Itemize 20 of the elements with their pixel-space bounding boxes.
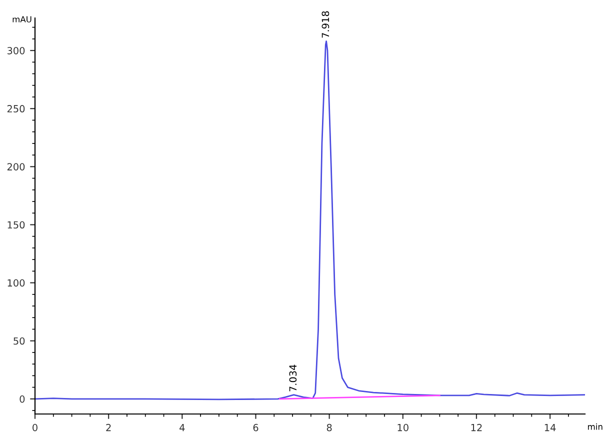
line-series bbox=[35, 40, 585, 400]
x-tick-label: 14 bbox=[544, 424, 556, 432]
y-tick-label: 50 bbox=[14, 337, 25, 345]
x-tick-label: 2 bbox=[106, 424, 111, 432]
y-tick-label: 0 bbox=[20, 395, 25, 403]
x-tick-label: 10 bbox=[398, 424, 408, 432]
annotation: 7.034 bbox=[289, 364, 297, 392]
y-tick-label: 200 bbox=[7, 163, 25, 170]
y-tick-label: 100 bbox=[8, 279, 25, 287]
annotation: 7.918 bbox=[322, 11, 330, 38]
y-axis-title: mAU bbox=[12, 16, 32, 22]
x-tick-label: 12 bbox=[471, 424, 482, 432]
y-tick-label: 250 bbox=[7, 105, 25, 112]
x-axis-title: min bbox=[588, 423, 602, 430]
x-tick-label: 4 bbox=[180, 424, 185, 432]
x-tick-label: 0 bbox=[32, 424, 38, 432]
x-tick-label: 6 bbox=[253, 424, 258, 432]
x-tick-label: 8 bbox=[326, 424, 332, 432]
y-tick-label: 300 bbox=[7, 46, 25, 54]
y-tick-label: 150 bbox=[8, 221, 25, 229]
